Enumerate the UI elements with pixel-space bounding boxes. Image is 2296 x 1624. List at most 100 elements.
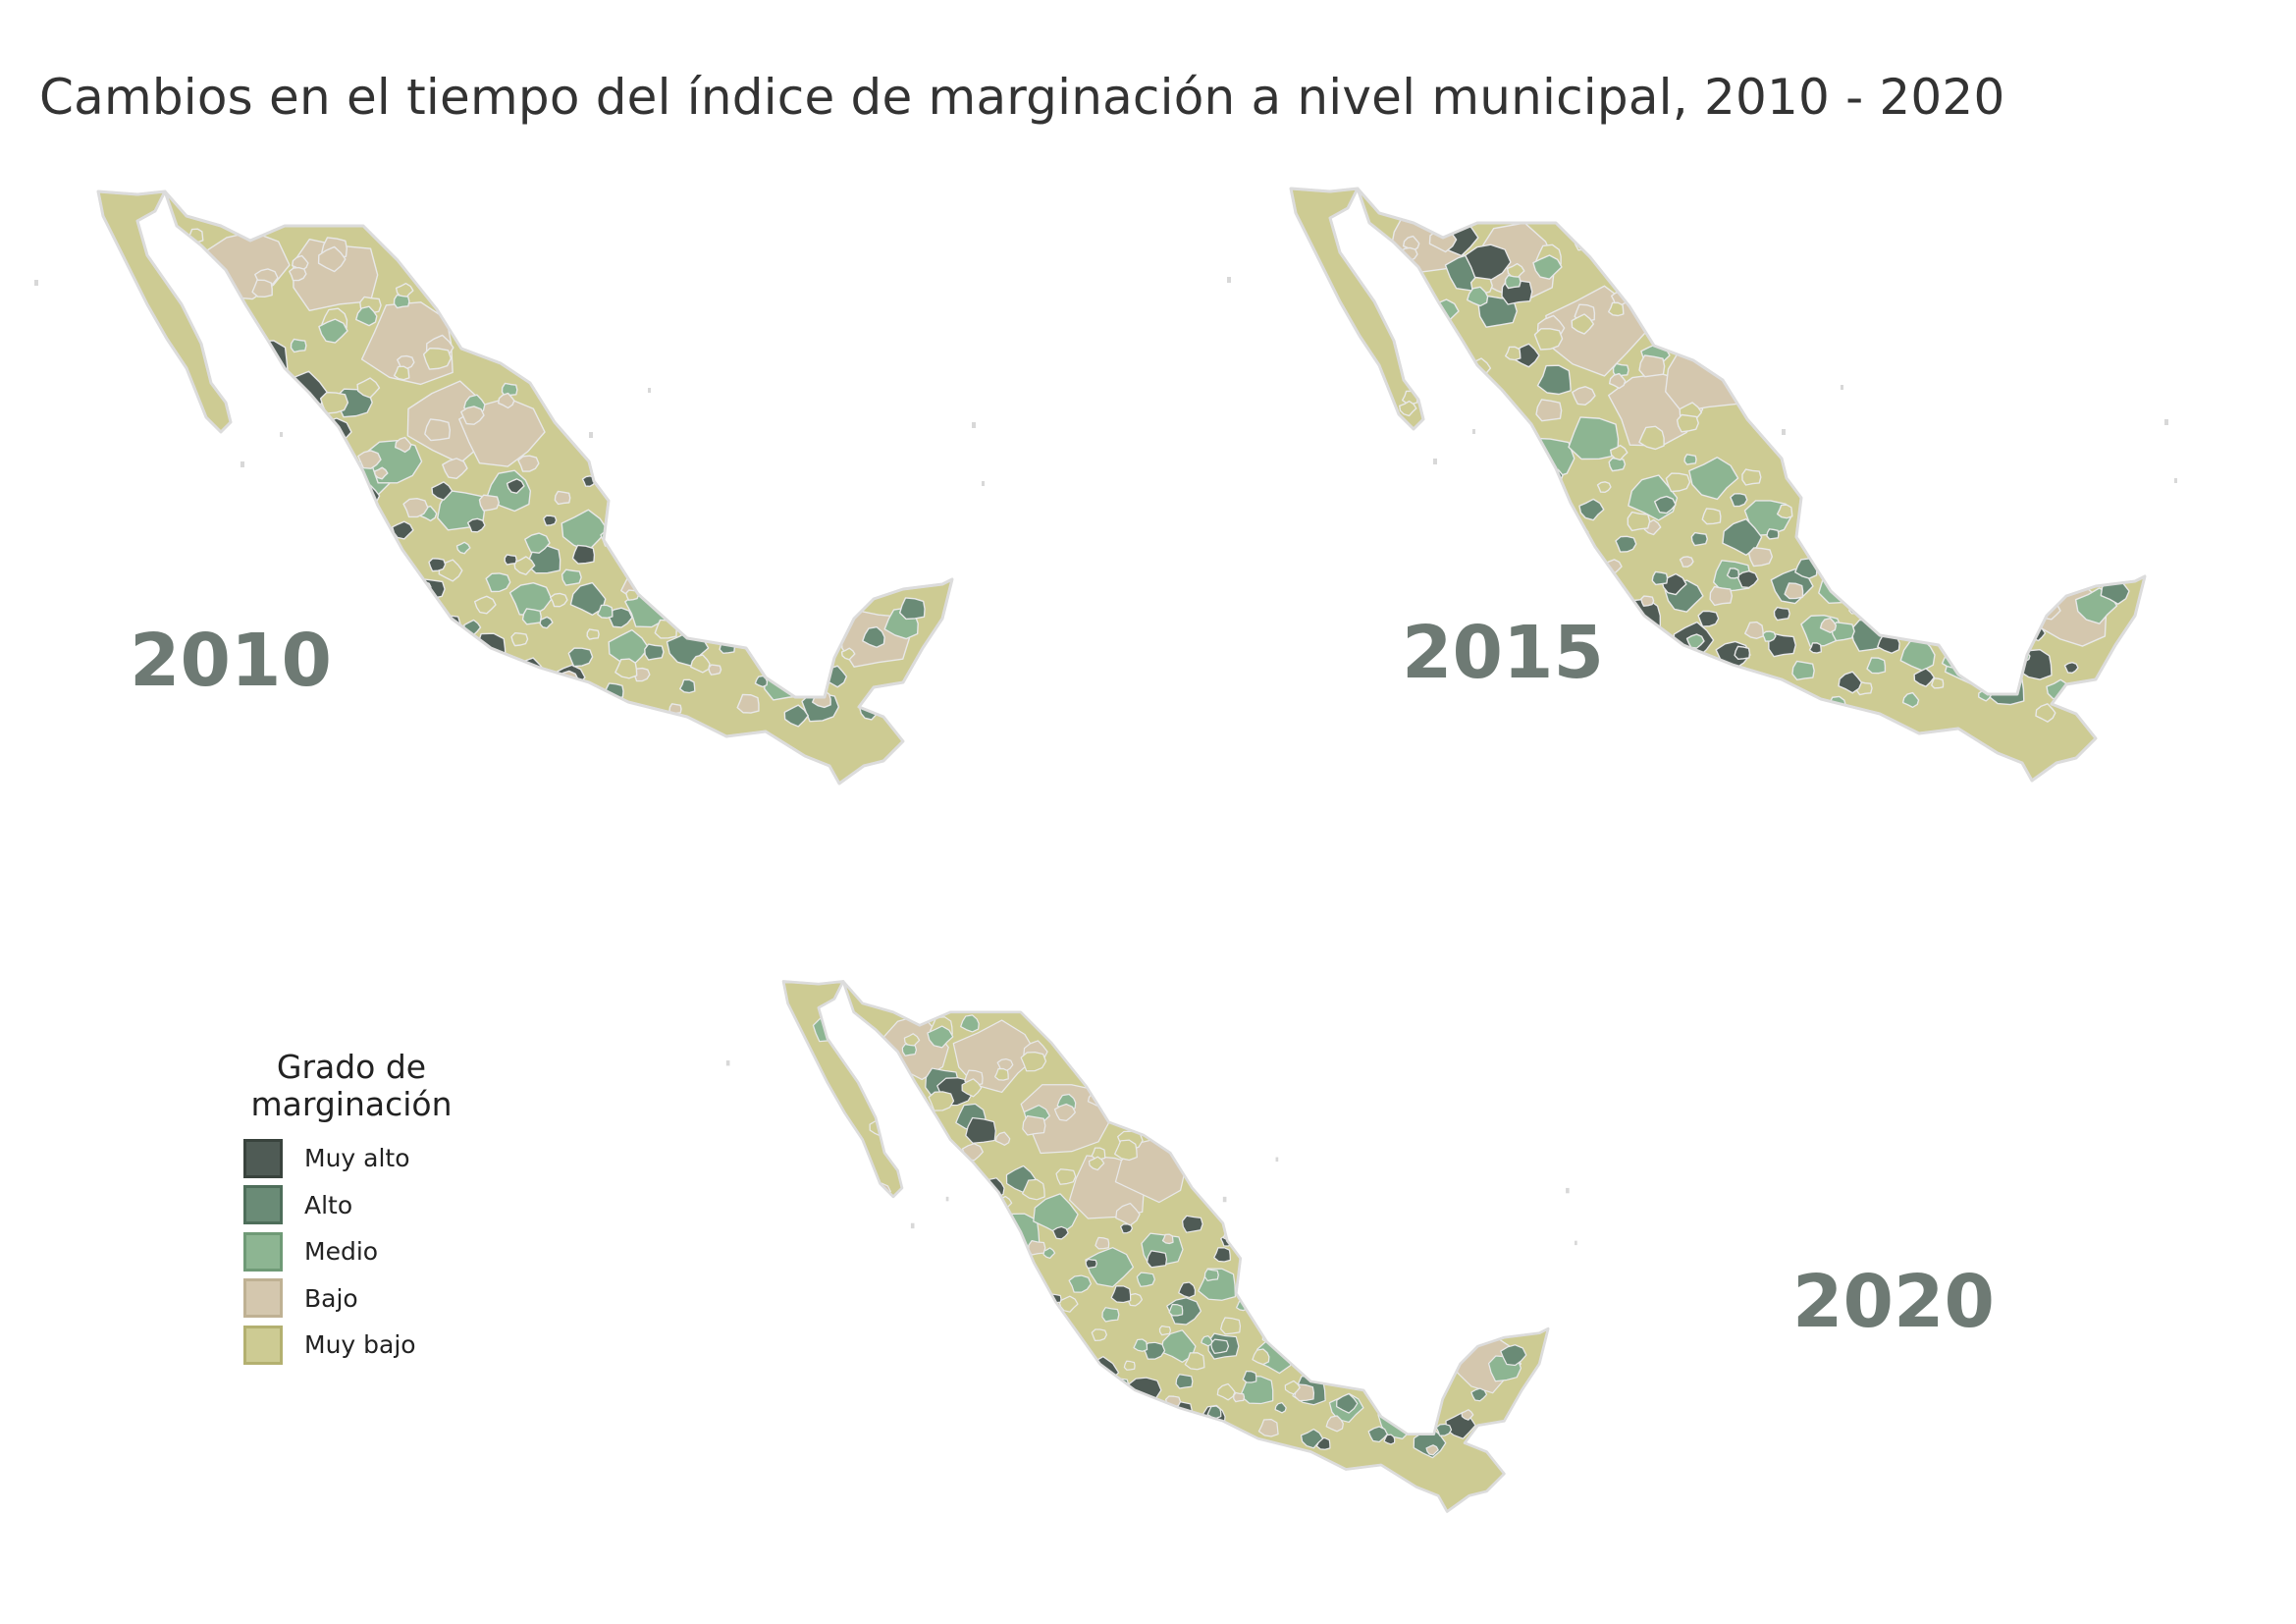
municipality-2010-103 <box>783 704 810 728</box>
island-2010-2 <box>280 432 283 437</box>
municipality-2015-84 <box>1851 500 1866 514</box>
municipality-2020-103 <box>1452 1243 1475 1262</box>
municipality-2010-24 <box>413 682 428 696</box>
municipality-2020-23 <box>1029 1400 1053 1421</box>
island-2010-3 <box>589 432 593 438</box>
municipality-north-2020-28 <box>961 1078 983 1098</box>
municipality-2020-14 <box>1249 1440 1267 1456</box>
municipality-2010-97 <box>766 650 783 668</box>
municipality-2010-70 <box>391 520 414 540</box>
municipality-2010-99 <box>402 498 429 518</box>
municipality-2015-22 <box>1991 589 2012 609</box>
island-2020-4 <box>1275 1157 1279 1163</box>
municipality-2020-16 <box>1421 1307 1435 1319</box>
municipality-2010-64 <box>373 466 389 480</box>
municipality-2010-81 <box>341 583 360 601</box>
municipality-2015-26 <box>1824 543 1844 561</box>
region-medio-2015-0 <box>1519 437 1575 481</box>
municipality-2010-75 <box>866 523 892 547</box>
map-2015 <box>1227 187 2177 783</box>
municipality-2015-36 <box>1679 556 1694 568</box>
baja-outline-2010 <box>96 189 233 434</box>
region-medio-2015-3 <box>1688 457 1739 501</box>
municipality-2020-31 <box>1220 1317 1242 1335</box>
municipality-2010-66 <box>561 568 582 586</box>
municipality-2020-69 <box>1017 1262 1034 1274</box>
municipality-2020-91 <box>1413 1369 1437 1388</box>
municipality-north-2020-33 <box>994 1067 1009 1081</box>
municipality-2020-18 <box>1096 1398 1118 1415</box>
municipality-north-2020-34 <box>1053 1103 1076 1122</box>
municipality-2020-63 <box>994 1436 1018 1455</box>
municipality-2020-25 <box>1203 1269 1219 1282</box>
municipality-2010-25 <box>506 478 525 494</box>
municipality-2010-31 <box>524 532 551 554</box>
municipality-north-2010-35 <box>422 347 453 370</box>
municipality-north-2010-28 <box>251 279 273 298</box>
municipality-2020-66 <box>1252 1348 1270 1366</box>
municipality-2010-22 <box>769 576 789 594</box>
municipality-2020-22 <box>1438 1355 1458 1373</box>
municipality-2010-61 <box>636 565 654 580</box>
municipality-2010-77 <box>510 632 529 647</box>
municipality-2015-44 <box>1891 461 1904 473</box>
municipality-2015-75 <box>1539 538 1566 560</box>
municipality-2020-11 <box>990 1298 1014 1319</box>
municipality-2015-13 <box>1685 633 1705 649</box>
municipality-north-2015-39 <box>1607 301 1625 317</box>
municipality-2015-62 <box>1952 628 1974 648</box>
municipality-2010-44 <box>668 703 682 715</box>
municipality-north-2015-31 <box>1676 413 1699 433</box>
municipality-2015-56 <box>1934 574 1949 588</box>
region-alto-2010-7 <box>898 597 926 621</box>
municipality-2010-67 <box>654 619 677 639</box>
municipality-2015-46 <box>1528 562 1551 581</box>
municipality-2015-2 <box>1736 570 1759 589</box>
municipality-2010-96 <box>671 600 686 614</box>
municipality-2020-79 <box>1374 1267 1398 1287</box>
municipality-2020-37 <box>1242 1370 1257 1383</box>
municipality-2010-53 <box>423 659 443 676</box>
municipality-2020-67 <box>1336 1392 1359 1414</box>
municipality-2020-84 <box>1313 1274 1326 1287</box>
municipality-2015-18 <box>1611 636 1633 656</box>
municipality-2010-87 <box>359 638 386 661</box>
municipality-2015-90 <box>1870 554 1892 573</box>
municipality-2015-108 <box>1938 472 1953 486</box>
island-2020-1 <box>910 1222 915 1229</box>
municipality-2010-4 <box>708 664 722 676</box>
region-bajo-2015-7 <box>1469 500 1567 575</box>
municipality-2015-65 <box>1690 531 1709 547</box>
island-2010-0 <box>34 280 38 286</box>
baja-outline-2015 <box>1289 187 1425 431</box>
municipality-2015-21 <box>1898 539 1915 554</box>
municipality-2020-92 <box>1011 1420 1024 1431</box>
municipality-2020-21 <box>1355 1310 1370 1325</box>
municipality-2020-50 <box>1364 1288 1384 1306</box>
municipality-north-2010-38 <box>317 245 347 273</box>
municipality-north-2020-9 <box>902 1170 919 1186</box>
municipality-2015-42 <box>1697 610 1720 627</box>
region-alto-2010-1 <box>297 433 342 470</box>
municipality-2015-98 <box>1532 460 1555 478</box>
municipality-2015-91 <box>1963 604 1990 627</box>
municipality-north-2015-33 <box>1504 274 1522 290</box>
municipality-2010-40 <box>836 494 851 508</box>
municipality-2015-88 <box>1683 454 1697 465</box>
municipality-2015-103 <box>2006 463 2033 485</box>
municipality-2015-85 <box>1946 550 1964 568</box>
legend-item-bajo: Bajo <box>243 1275 538 1323</box>
municipality-2010-28 <box>793 636 808 648</box>
region-alto-2015-2 <box>1536 364 1572 396</box>
municipality-2020-4 <box>1383 1434 1396 1445</box>
region-muy-alto-2010-3 <box>422 612 463 645</box>
municipality-north-2010-3 <box>397 354 415 370</box>
municipality-2015-107 <box>1838 671 1863 694</box>
municipality-2020-87 <box>1072 1412 1095 1431</box>
municipality-2010-58 <box>348 662 371 681</box>
municipality-north-2010-14 <box>215 362 245 388</box>
municipality-2010-80 <box>797 533 812 547</box>
municipality-2010-37 <box>549 592 568 608</box>
municipality-north-2010-16 <box>357 450 382 469</box>
municipality-2010-101 <box>597 604 614 620</box>
